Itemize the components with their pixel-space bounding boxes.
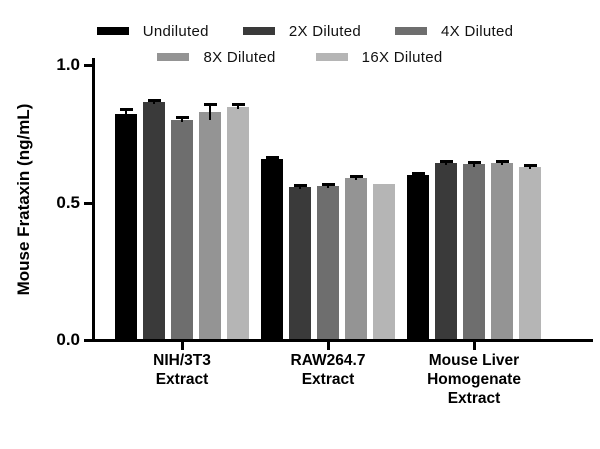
error-bar-cap: [321, 182, 335, 186]
bar-undiluted: [115, 113, 137, 339]
error-bar-stem: [125, 109, 127, 118]
category-label: Mouse Liver Homogenate Extract: [399, 351, 549, 408]
error-bar-stem: [355, 175, 357, 181]
y-axis-tick: [84, 64, 92, 67]
error-bar-stem: [237, 103, 239, 110]
error-bar-cap: [265, 155, 279, 159]
x-axis-line: [92, 339, 593, 342]
bar-2x-diluted: [435, 163, 457, 339]
legend-item: 16X Diluted: [315, 48, 443, 66]
error-bar-stem: [209, 104, 211, 120]
error-bar-stem: [181, 117, 183, 122]
bar-undiluted: [261, 158, 283, 339]
legend-label: 4X Diluted: [441, 22, 514, 40]
error-bar-cap: [203, 103, 217, 107]
bar-4x-diluted: [317, 185, 339, 339]
error-bar-stem: [529, 164, 531, 170]
error-bar-cap: [411, 172, 425, 176]
y-axis-tick: [84, 339, 92, 342]
y-axis-tick: [84, 201, 92, 205]
bar-8x-diluted: [345, 178, 367, 339]
bar-4x-diluted: [463, 164, 485, 339]
legend-item: 2X Diluted: [242, 22, 362, 40]
category-label-line: Extract: [155, 371, 209, 388]
legend-swatch-icon: [315, 53, 348, 61]
legend-swatch-icon: [242, 27, 275, 35]
bar-8x-diluted: [491, 163, 513, 339]
error-bar-stem: [327, 183, 329, 189]
category-label-line: RAW264.7: [290, 352, 366, 369]
bar-undiluted: [407, 175, 429, 339]
bar-16x-diluted: [373, 183, 395, 339]
error-bar-cap: [147, 98, 161, 102]
category-label-line: Homogenate: [427, 371, 521, 388]
legend-swatch-icon: [395, 27, 428, 35]
chart-legend: Undiluted 2X Diluted 4X Diluted 8X Diluted…: [0, 18, 600, 70]
error-bar-cap: [439, 159, 453, 163]
x-axis-tick: [472, 342, 476, 350]
bar-16x-diluted: [519, 167, 541, 339]
error-bar-stem: [417, 173, 419, 178]
y-tick-label: 1.0: [56, 55, 80, 74]
error-bar-cap: [231, 102, 245, 106]
legend-label: Undiluted: [142, 22, 209, 40]
error-bar-cap: [467, 161, 481, 165]
error-bar-stem: [299, 185, 301, 190]
error-bar-cap: [349, 174, 363, 178]
bar-8x-diluted: [199, 112, 221, 339]
category-label-line: NIH/3T3: [153, 352, 211, 369]
error-bar-stem: [445, 160, 447, 166]
bar-2x-diluted: [289, 187, 311, 339]
legend-item: 8X Diluted: [157, 49, 275, 66]
legend-swatch-icon: [157, 53, 190, 61]
category-label-line: Mouse Liver: [428, 352, 520, 369]
legend-row-1: Undiluted 2X Diluted 4X Diluted: [0, 18, 600, 44]
bar-2x-diluted: [143, 101, 165, 339]
legend-swatch-icon: [96, 27, 129, 35]
y-axis-spine: [92, 58, 95, 342]
error-bar-cap: [119, 108, 133, 112]
legend-label: 8X Diluted: [203, 48, 276, 66]
error-bar-stem: [153, 99, 155, 105]
error-bar-stem: [501, 160, 503, 166]
legend-label: 16X Diluted: [361, 48, 443, 66]
error-bar-cap: [495, 159, 509, 163]
category-label-line: Extract: [447, 390, 501, 407]
error-bar-stem: [473, 162, 475, 167]
x-axis-tick: [180, 342, 184, 350]
category-label-line: Extract: [301, 371, 355, 388]
error-bar-cap: [523, 163, 537, 167]
x-axis-tick: [326, 342, 330, 350]
y-tick-label: 0.5: [56, 192, 80, 212]
bar-4x-diluted: [171, 119, 193, 339]
category-label: RAW264.7 Extract: [253, 351, 403, 389]
error-bar-stem: [271, 156, 273, 162]
legend-label: 2X Diluted: [288, 22, 362, 40]
legend-item: Undiluted: [96, 22, 209, 40]
legend-item: 4X Diluted: [395, 23, 513, 40]
y-tick-label: 0.0: [56, 330, 80, 349]
error-bar-cap: [175, 116, 189, 120]
category-label: NIH/3T3 Extract: [107, 351, 257, 389]
error-bar-cap: [293, 184, 307, 187]
y-axis-title: Mouse Frataxin (ng/mL): [14, 103, 33, 296]
bar-16x-diluted: [227, 106, 249, 339]
legend-row-2: 8X Diluted 16X Diluted: [0, 44, 600, 70]
